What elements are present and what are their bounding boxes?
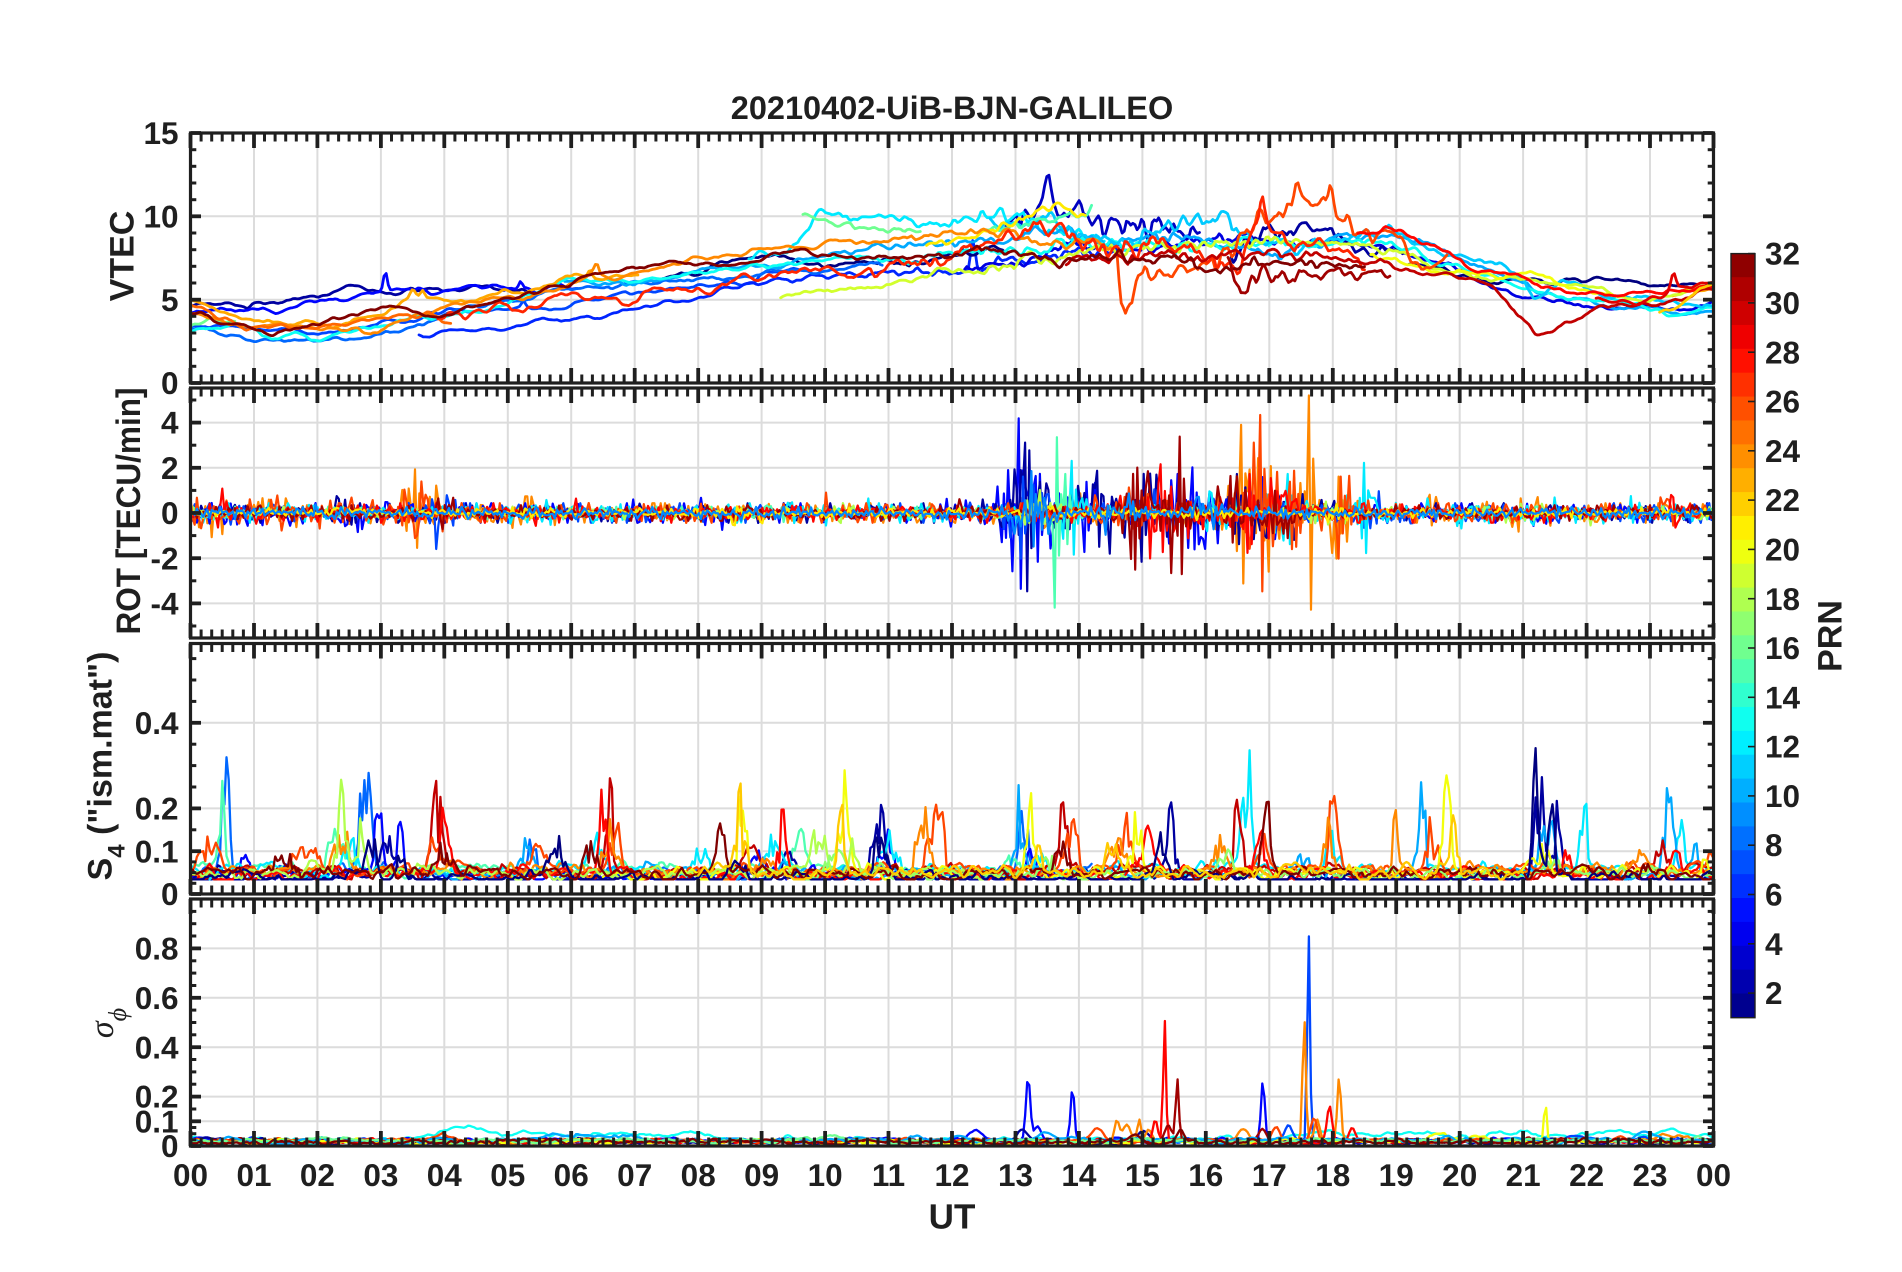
svg-text:20: 20 xyxy=(1442,1157,1477,1193)
svg-text:15: 15 xyxy=(1125,1157,1160,1193)
svg-text:04: 04 xyxy=(427,1157,463,1193)
svg-text:08: 08 xyxy=(681,1157,716,1193)
svg-text:0: 0 xyxy=(161,495,179,531)
svg-text:0: 0 xyxy=(161,365,179,401)
svg-text:28: 28 xyxy=(1765,334,1800,370)
svg-text:UT: UT xyxy=(929,1198,976,1237)
svg-text:12: 12 xyxy=(1765,729,1800,765)
svg-text:26: 26 xyxy=(1765,384,1800,420)
svg-text:00: 00 xyxy=(173,1157,208,1193)
svg-text:07: 07 xyxy=(617,1157,652,1193)
svg-text:11: 11 xyxy=(872,1157,905,1193)
svg-text:0.8: 0.8 xyxy=(135,931,179,967)
svg-text:03: 03 xyxy=(363,1157,398,1193)
svg-text:02: 02 xyxy=(300,1157,335,1193)
svg-text:01: 01 xyxy=(236,1157,271,1193)
svg-text:0.1: 0.1 xyxy=(135,1103,179,1139)
svg-text:16: 16 xyxy=(1188,1157,1223,1193)
svg-text:0: 0 xyxy=(161,876,179,912)
svg-text:0.4: 0.4 xyxy=(135,1029,179,1065)
svg-text:0.4: 0.4 xyxy=(135,705,179,741)
svg-text:21: 21 xyxy=(1506,1157,1541,1193)
svg-text:12: 12 xyxy=(934,1157,969,1193)
svg-text:8: 8 xyxy=(1765,827,1783,863)
svg-text:18: 18 xyxy=(1765,581,1800,617)
svg-text:0.2: 0.2 xyxy=(135,1079,179,1115)
svg-text:20210402-UiB-BJN-GALILEO: 20210402-UiB-BJN-GALILEO xyxy=(731,90,1174,126)
svg-text:4: 4 xyxy=(1765,926,1783,962)
svg-text:6: 6 xyxy=(1765,877,1783,913)
svg-text:0.2: 0.2 xyxy=(135,791,179,827)
svg-text:30: 30 xyxy=(1765,285,1800,321)
svg-text:20: 20 xyxy=(1765,532,1800,568)
svg-text:2: 2 xyxy=(1765,975,1783,1011)
svg-text:ROT [TECU/min]: ROT [TECU/min] xyxy=(110,388,148,635)
svg-text:19: 19 xyxy=(1379,1157,1414,1193)
svg-text:18: 18 xyxy=(1315,1157,1350,1193)
svg-text:4: 4 xyxy=(161,405,179,441)
svg-text:10: 10 xyxy=(808,1157,843,1193)
svg-text:0: 0 xyxy=(161,1128,179,1164)
svg-text:0.6: 0.6 xyxy=(135,980,179,1016)
svg-text:13: 13 xyxy=(998,1157,1033,1193)
svg-text:24: 24 xyxy=(1765,433,1801,469)
svg-text:15: 15 xyxy=(143,115,178,151)
svg-text:16: 16 xyxy=(1765,630,1800,666)
svg-text:14: 14 xyxy=(1061,1157,1097,1193)
svg-text:10: 10 xyxy=(1765,778,1800,814)
svg-text:2: 2 xyxy=(161,450,179,486)
svg-text:17: 17 xyxy=(1252,1157,1287,1193)
svg-text:10: 10 xyxy=(143,198,178,234)
svg-text:06: 06 xyxy=(554,1157,589,1193)
svg-text:-2: -2 xyxy=(150,540,178,576)
svg-text:22: 22 xyxy=(1569,1157,1604,1193)
svg-text:0.1: 0.1 xyxy=(135,833,179,869)
svg-text:-4: -4 xyxy=(150,586,178,622)
svg-text:5: 5 xyxy=(161,282,179,318)
svg-text:32: 32 xyxy=(1765,236,1800,272)
svg-text:00: 00 xyxy=(1696,1157,1731,1193)
svg-text:PRN: PRN xyxy=(1812,600,1850,672)
svg-text:05: 05 xyxy=(490,1157,525,1193)
svg-text:09: 09 xyxy=(744,1157,779,1193)
svg-text:VTEC: VTEC xyxy=(104,211,142,302)
svg-text:23: 23 xyxy=(1632,1157,1667,1193)
svg-text:14: 14 xyxy=(1765,679,1801,715)
svg-text:22: 22 xyxy=(1765,482,1800,518)
